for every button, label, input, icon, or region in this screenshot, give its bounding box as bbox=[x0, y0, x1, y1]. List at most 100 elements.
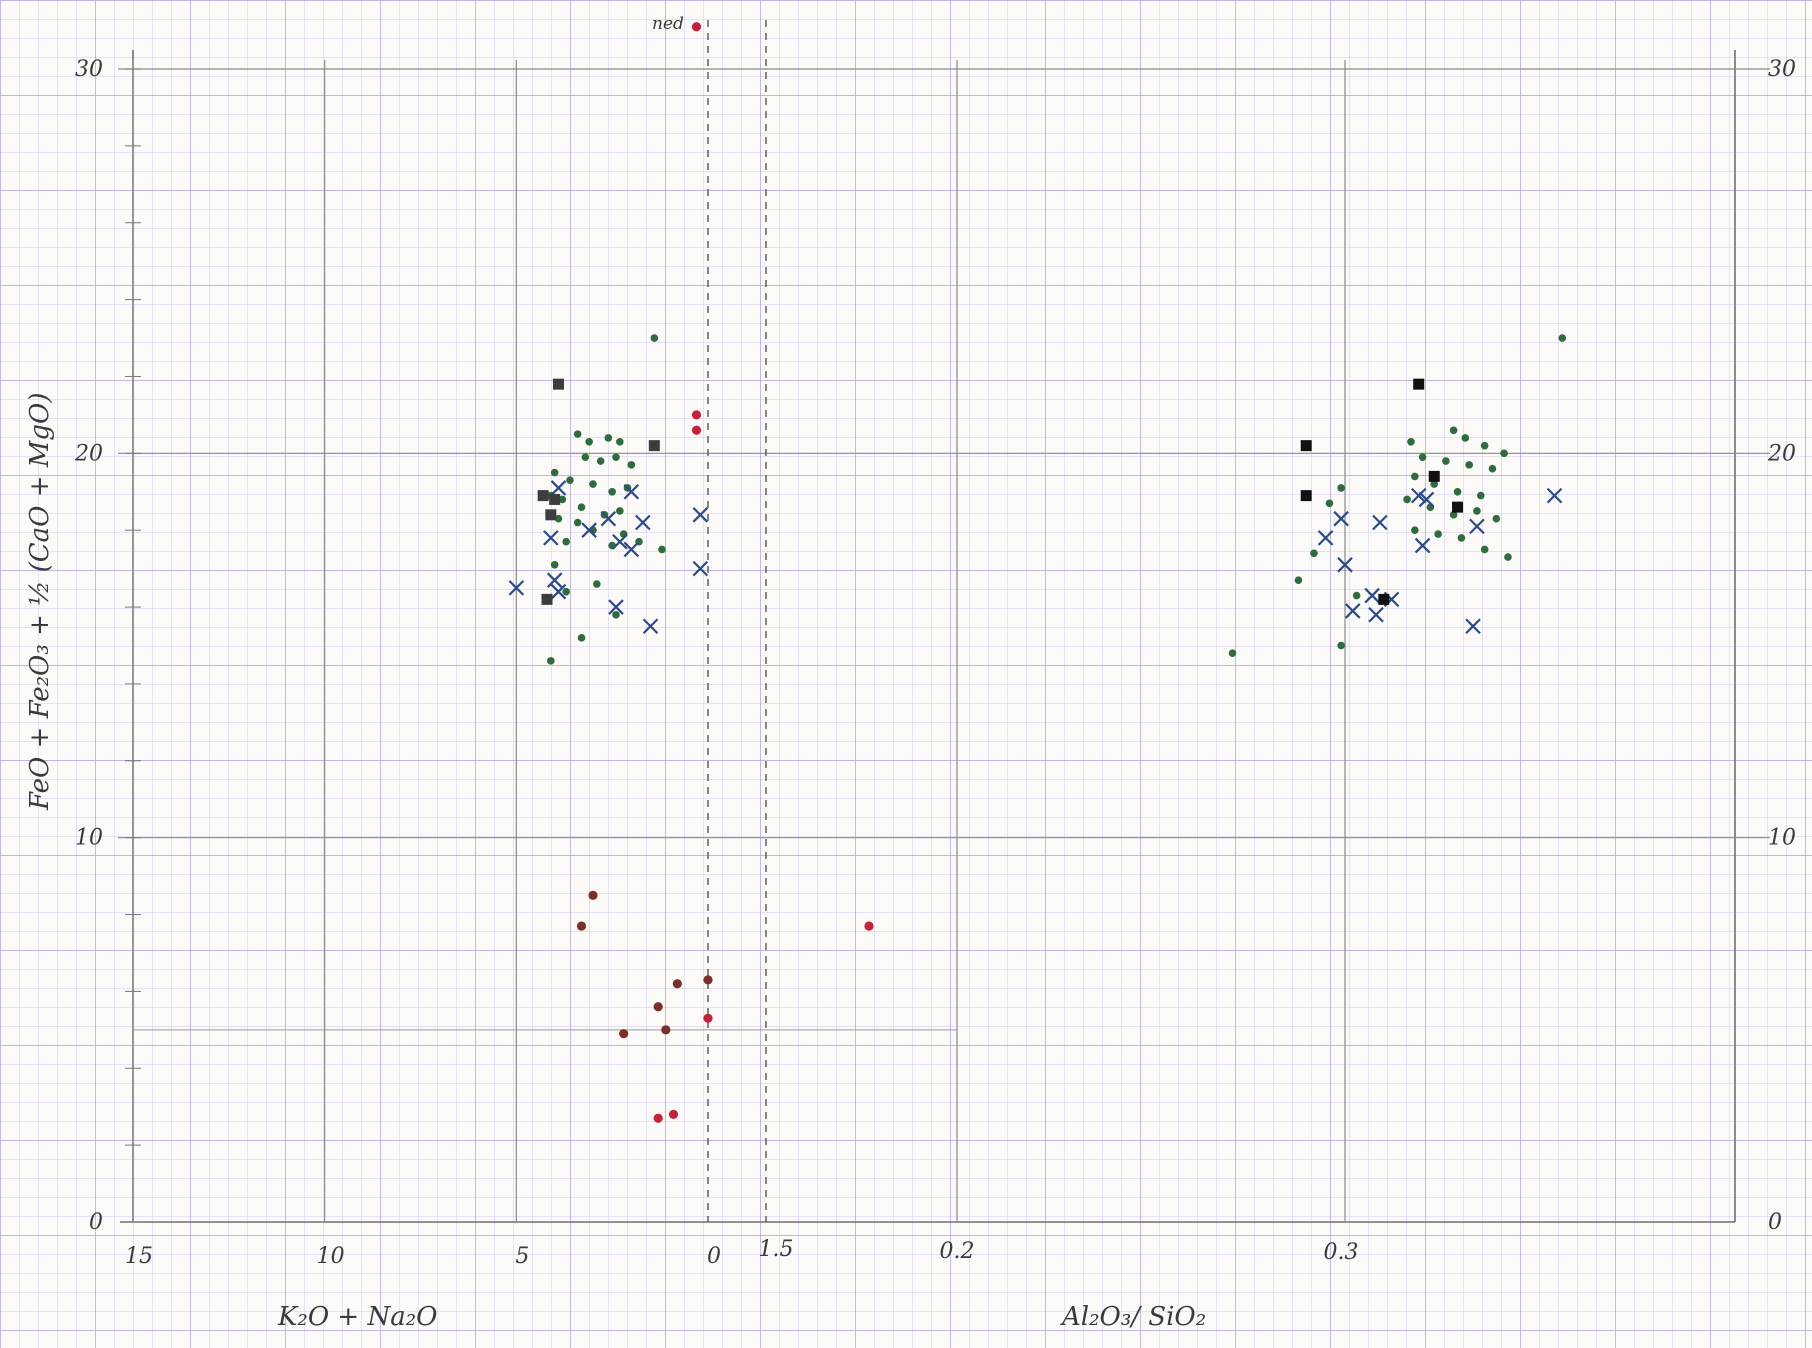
right-dot-green-point bbox=[1337, 484, 1345, 492]
left-x-tick-label: 10 bbox=[317, 1244, 345, 1269]
x-axis-title-right: Al₂O₃/ SiO₂ bbox=[1060, 1302, 1206, 1332]
left-dot-green-point bbox=[616, 438, 624, 446]
left-dot-brown-point bbox=[661, 1025, 671, 1035]
left-square-black-point bbox=[545, 509, 557, 521]
right-cross-blue-point bbox=[1344, 603, 1361, 619]
left-dot-green-point bbox=[612, 610, 620, 619]
cross-stroke bbox=[623, 483, 640, 500]
cross-stroke bbox=[623, 541, 640, 558]
cross-stroke bbox=[1368, 606, 1384, 623]
left-dot-green-point bbox=[562, 587, 570, 596]
left-dot-green-point bbox=[593, 580, 601, 588]
tick-labels: 30 20 10 0 30 20 10 0 15 10 5 0 1.5 0.2 0.3 bbox=[74, 57, 1796, 1269]
right-dot-green-point bbox=[1473, 507, 1481, 515]
right-cross-blue-point bbox=[1546, 487, 1563, 504]
right-cross-blue-point bbox=[1469, 518, 1485, 535]
left-dot-brown-point bbox=[619, 1029, 629, 1039]
right-dot-green-point bbox=[1403, 495, 1411, 504]
left-dot-brown-point bbox=[703, 975, 713, 985]
left-dot-green-point bbox=[658, 545, 666, 554]
right-square-black-point bbox=[1413, 378, 1425, 390]
right-y-tick-label: 20 bbox=[1767, 441, 1796, 466]
left-dot-green-point bbox=[566, 476, 574, 485]
right-dot-green-point bbox=[1407, 438, 1415, 446]
cross-stroke bbox=[1418, 491, 1435, 508]
cross-stroke bbox=[1546, 487, 1563, 504]
left-dot-green-point bbox=[627, 461, 636, 469]
cross-stroke bbox=[1469, 518, 1485, 535]
left-dot-green-point bbox=[573, 518, 582, 527]
left-cross-blue-point bbox=[543, 530, 559, 546]
right-square-black-point bbox=[1378, 593, 1390, 605]
left-dot-green-point bbox=[547, 657, 555, 665]
cross-stroke bbox=[1344, 603, 1361, 619]
left-cross-blue-point bbox=[508, 580, 525, 596]
right-dot-green-point bbox=[1411, 526, 1419, 534]
left-dot-brown-point bbox=[588, 890, 598, 900]
right-x-tick-label: 1.5 bbox=[759, 1237, 794, 1262]
right-dot-green-point bbox=[1418, 453, 1427, 461]
right-cross-blue-point bbox=[1414, 537, 1431, 554]
cross-stroke bbox=[608, 599, 624, 615]
left-dot-brown-point bbox=[576, 921, 587, 931]
cross-stroke bbox=[642, 618, 659, 635]
left-dot-green-point bbox=[650, 334, 659, 342]
right-dot-green-point bbox=[1442, 457, 1450, 465]
right-dot-green-point bbox=[1500, 449, 1508, 458]
right-x-tick-label: 0.3 bbox=[1324, 1240, 1359, 1265]
right-cross-blue-point bbox=[1465, 618, 1481, 635]
right-square-black-point bbox=[1452, 501, 1464, 513]
cross-stroke bbox=[635, 514, 651, 531]
left-cross-blue-point bbox=[612, 533, 628, 550]
left-dot-green-point bbox=[577, 634, 586, 642]
cross-stroke bbox=[1372, 514, 1388, 531]
x-axis-title-left: K₂O + Na₂O bbox=[277, 1302, 437, 1332]
left-cross-blue-point bbox=[642, 618, 659, 635]
left-cross-blue-point bbox=[623, 483, 640, 500]
y-axis-title: FeO + Fe₂O₃ + ½ (CaO + MgO) bbox=[25, 393, 55, 811]
right-cross-blue-point bbox=[1337, 557, 1353, 573]
right-dot-green-point bbox=[1480, 441, 1489, 450]
cross-stroke bbox=[581, 522, 597, 538]
left-cross-blue-point bbox=[635, 514, 651, 531]
left-dot-green-point bbox=[581, 453, 590, 461]
right-dot-green-point bbox=[1411, 472, 1419, 481]
left-square-black-point bbox=[553, 378, 564, 390]
right-dot-green-point bbox=[1480, 545, 1489, 554]
right-cross-blue-point bbox=[1372, 514, 1388, 531]
cross-stroke bbox=[692, 507, 709, 523]
left-cross-blue-point bbox=[608, 599, 624, 615]
left-dot-green-point bbox=[573, 430, 582, 438]
right-dot-green-point bbox=[1477, 491, 1485, 500]
left-dot-brown-point bbox=[653, 1002, 663, 1012]
left-dot-green-point bbox=[562, 537, 570, 546]
right-y-tick-label: 30 bbox=[1768, 57, 1796, 82]
right-y-tick-label: 10 bbox=[1768, 826, 1796, 851]
left-dot-red-point bbox=[703, 1013, 713, 1023]
cross-stroke bbox=[543, 530, 559, 546]
left-square-black-point bbox=[549, 493, 561, 505]
right-cross-blue-point bbox=[1317, 530, 1334, 546]
right-dot-green-point bbox=[1449, 511, 1458, 519]
cross-stroke bbox=[550, 583, 567, 600]
annotation-ned: ned bbox=[652, 14, 684, 34]
left-dot-green-point bbox=[589, 480, 597, 488]
right-cross-blue-point bbox=[1410, 487, 1427, 504]
left-dot-green-point bbox=[585, 438, 593, 446]
right-dot-green-point bbox=[1492, 514, 1501, 523]
right-cross-blue-point bbox=[1418, 491, 1435, 508]
left-cross-blue-point bbox=[600, 510, 617, 527]
cross-stroke bbox=[1337, 557, 1353, 573]
cross-stroke bbox=[1364, 587, 1380, 604]
left-cross-blue-point bbox=[581, 522, 597, 538]
cross-stroke bbox=[1317, 530, 1334, 546]
left-dot-green-point bbox=[596, 457, 605, 465]
left-y-tick-label: 10 bbox=[75, 826, 103, 851]
left-cross-blue-point bbox=[692, 507, 709, 523]
right-x-tick-label: 0.2 bbox=[940, 1239, 975, 1264]
right-square-black-point bbox=[1300, 440, 1312, 452]
left-dot-green-point bbox=[550, 560, 559, 569]
right-dot-green-point bbox=[1449, 426, 1458, 435]
